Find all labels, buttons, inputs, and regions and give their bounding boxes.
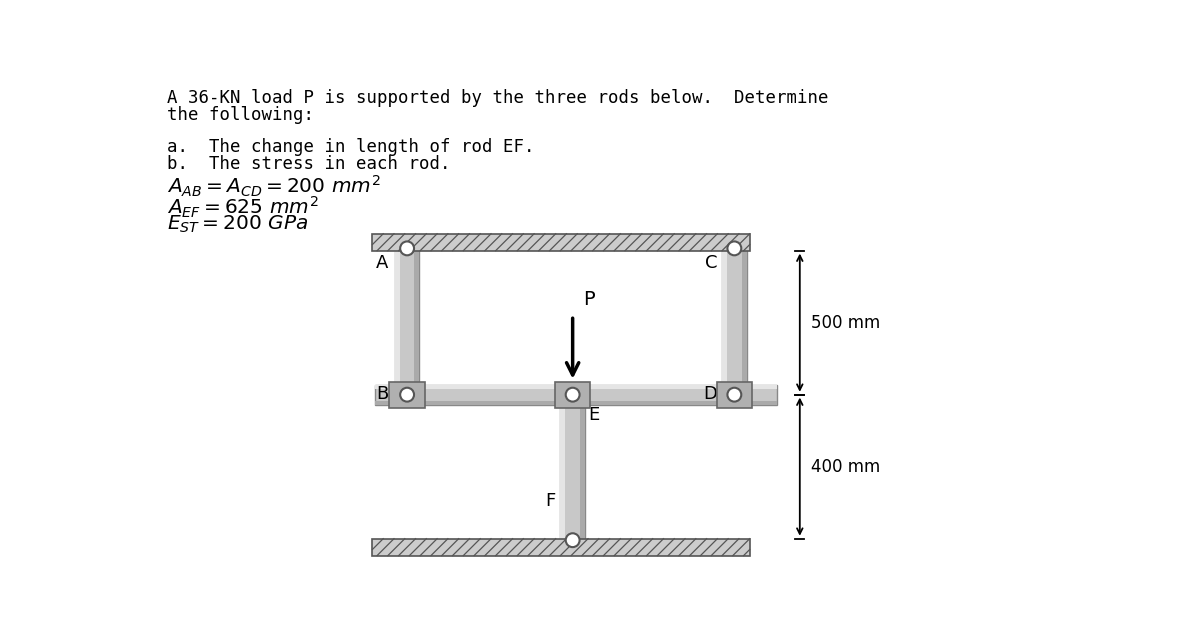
Bar <box>395 250 420 384</box>
Text: F: F <box>546 493 556 510</box>
Text: $E_{ST} = 200\ \mathit{GPa}$: $E_{ST} = 200\ \mathit{GPa}$ <box>167 213 308 235</box>
Bar <box>374 384 776 404</box>
Text: the following:: the following: <box>167 106 314 124</box>
Text: $A_{AB} = A_{CD} = 200\ \mathit{mm}^2$: $A_{AB} = A_{CD} = 200\ \mathit{mm}^2$ <box>167 173 380 199</box>
Text: 400 mm: 400 mm <box>810 458 880 476</box>
Text: E: E <box>588 406 599 424</box>
Bar <box>554 382 590 408</box>
Circle shape <box>727 387 742 402</box>
Bar <box>716 382 752 408</box>
Circle shape <box>400 387 414 402</box>
Circle shape <box>565 387 580 402</box>
Bar <box>742 250 746 384</box>
Text: C: C <box>704 254 718 272</box>
Bar <box>374 384 776 389</box>
Bar <box>372 538 750 556</box>
Bar <box>395 250 400 384</box>
Bar <box>580 404 584 538</box>
Text: A 36-KN load P is supported by the three rods below.  Determine: A 36-KN load P is supported by the three… <box>167 89 828 107</box>
Bar <box>414 250 420 384</box>
Text: 500 mm: 500 mm <box>810 314 880 332</box>
Bar <box>372 233 750 250</box>
Circle shape <box>400 242 414 255</box>
Text: A: A <box>377 254 389 272</box>
Bar <box>560 404 565 538</box>
Bar <box>722 250 727 384</box>
Text: a.  The change in length of rod EF.: a. The change in length of rod EF. <box>167 138 534 156</box>
Bar <box>722 250 746 384</box>
Bar <box>374 401 776 404</box>
Text: P: P <box>583 290 595 309</box>
Circle shape <box>565 533 580 547</box>
Text: D: D <box>703 386 718 403</box>
Bar <box>560 404 584 538</box>
Text: b.  The stress in each rod.: b. The stress in each rod. <box>167 155 450 173</box>
Bar <box>389 382 425 408</box>
Circle shape <box>727 242 742 255</box>
Text: B: B <box>377 386 389 403</box>
Text: $A_{EF} = 625\ \mathit{mm}^2$: $A_{EF} = 625\ \mathit{mm}^2$ <box>167 195 318 220</box>
